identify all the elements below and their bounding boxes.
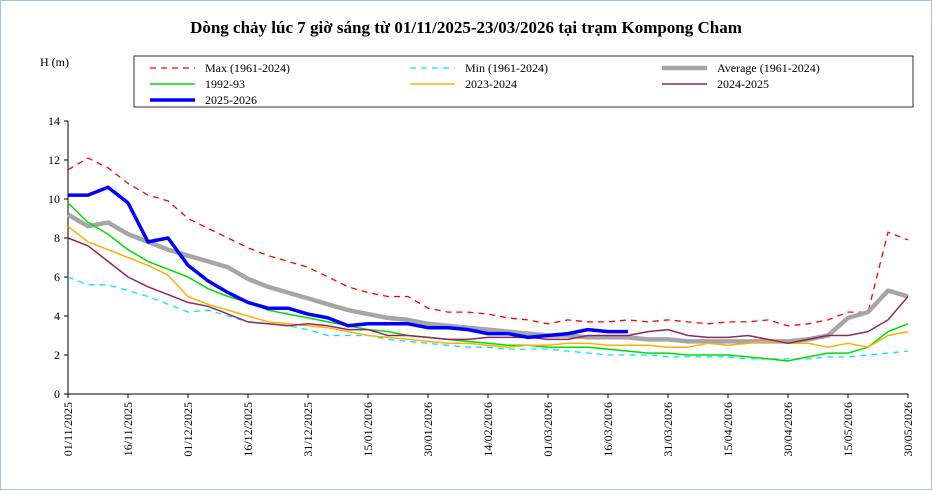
x-tick-label: 30/04/2026 [781, 402, 795, 457]
legend-label: 1992-93 [205, 77, 245, 91]
y-tick-label: 4 [54, 309, 60, 323]
series-line [67, 157, 909, 327]
y-tick-label: 14 [48, 114, 60, 128]
x-tick-label: 16/03/2026 [601, 402, 615, 457]
x-tick-label: 30/05/2026 [901, 402, 915, 457]
chart-title: Dòng chảy lúc 7 giờ sáng từ 01/11/2025-2… [190, 18, 742, 37]
series-line [67, 276, 909, 360]
y-tick-label: 0 [54, 387, 60, 401]
legend-label: Average (1961-2024) [717, 61, 820, 75]
legend-label: 2023-2024 [465, 77, 517, 91]
y-tick-label: 6 [54, 270, 60, 284]
x-tick-label: 15/04/2026 [721, 402, 735, 457]
x-tick-label: 01/12/2025 [181, 402, 195, 457]
x-tick-label: 15/01/2026 [361, 402, 375, 457]
legend-label: Min (1961-2024) [465, 61, 548, 75]
x-tick-label: 01/03/2026 [541, 402, 555, 457]
series-line [68, 185, 628, 340]
x-tick-label: 31/12/2025 [301, 402, 315, 457]
x-tick-label: 31/03/2026 [661, 402, 675, 457]
series-line [67, 237, 909, 345]
legend-label: 2025-2026 [205, 93, 257, 107]
x-tick-label: 16/11/2025 [121, 402, 135, 456]
x-tick-label: 15/05/2026 [841, 402, 855, 457]
x-tick-label: 01/11/2025 [61, 402, 75, 456]
legend-box [133, 55, 914, 108]
y-tick-label: 12 [48, 153, 60, 167]
series-line [67, 225, 909, 348]
y-axis-label: H (m) [40, 55, 69, 69]
y-tick-label: 2 [54, 348, 60, 362]
series-line [67, 202, 909, 362]
x-tick-label: 16/12/2025 [241, 402, 255, 457]
x-tick-label: 30/01/2026 [421, 402, 435, 457]
legend-label: 2024-2025 [717, 77, 769, 91]
y-tick-label: 8 [54, 231, 60, 245]
x-tick-label: 14/02/2026 [481, 402, 495, 457]
legend-label: Max (1961-2024) [205, 61, 290, 75]
y-tick-label: 10 [48, 192, 60, 206]
